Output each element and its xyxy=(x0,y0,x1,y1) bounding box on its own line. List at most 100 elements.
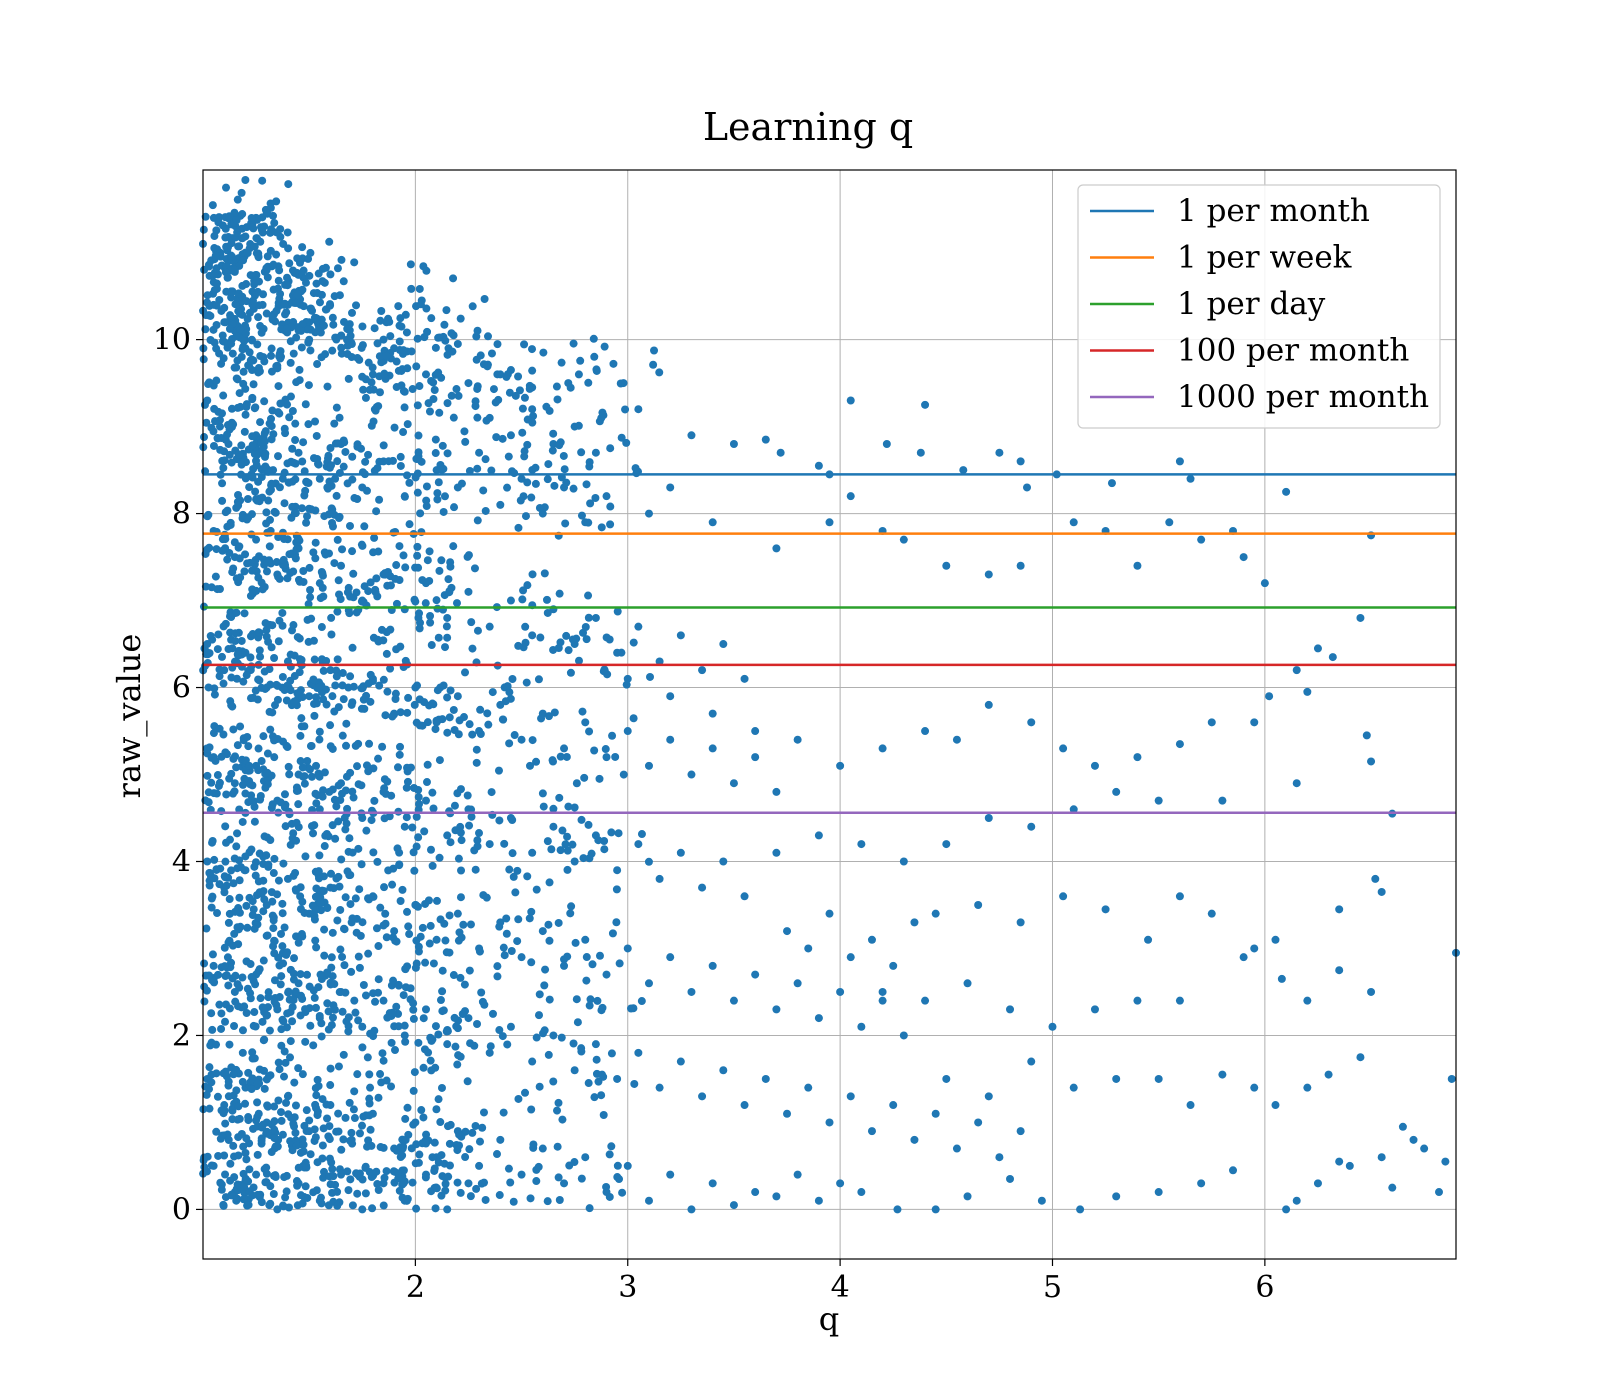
scatter-point xyxy=(353,762,362,771)
scatter-point xyxy=(687,431,696,440)
scatter-point xyxy=(358,322,367,331)
scatter-point xyxy=(325,787,334,796)
scatter-point xyxy=(328,821,337,830)
scatter-point xyxy=(571,938,580,947)
scatter-point xyxy=(322,656,331,665)
scatter-point xyxy=(1367,987,1376,996)
scatter-point xyxy=(263,252,272,261)
scatter-point xyxy=(205,649,214,658)
scatter-point xyxy=(318,792,327,801)
scatter-point xyxy=(333,607,342,616)
scatter-point xyxy=(240,774,249,783)
scatter-point xyxy=(296,970,305,979)
scatter-point xyxy=(621,405,630,414)
scatter-point xyxy=(566,383,575,392)
scatter-point xyxy=(265,419,274,428)
scatter-point xyxy=(445,807,454,816)
scatter-point xyxy=(375,681,384,690)
scatter-point xyxy=(387,1038,396,1047)
scatter-point xyxy=(423,556,432,565)
scatter-point xyxy=(581,935,590,944)
scatter-point xyxy=(222,881,231,890)
scatter-point xyxy=(412,362,421,371)
scatter-point xyxy=(252,1116,261,1125)
scatter-point xyxy=(751,970,760,979)
scatter-point xyxy=(473,626,482,635)
scatter-point xyxy=(459,713,468,722)
scatter-point xyxy=(598,1003,607,1012)
scatter-point xyxy=(558,1115,567,1124)
scatter-point xyxy=(392,599,401,608)
scatter-point xyxy=(324,1025,333,1034)
scatter-point xyxy=(539,348,548,357)
scatter-point xyxy=(319,321,328,330)
scatter-point xyxy=(443,1205,452,1214)
scatter-point xyxy=(521,512,530,521)
scatter-point xyxy=(306,742,315,751)
scatter-point xyxy=(224,981,233,990)
scatter-point xyxy=(400,1021,409,1030)
scatter-point xyxy=(333,457,342,466)
scatter-point xyxy=(889,1101,898,1110)
scatter-point xyxy=(260,452,269,461)
scatter-point xyxy=(584,378,593,387)
scatter-point xyxy=(320,951,329,960)
scatter-point xyxy=(655,874,664,883)
scatter-point xyxy=(584,613,593,622)
scatter-point xyxy=(687,770,696,779)
scatter-point xyxy=(432,896,441,905)
scatter-point xyxy=(364,949,373,958)
scatter-point xyxy=(959,466,968,475)
scatter-point xyxy=(306,585,315,594)
scatter-point xyxy=(278,899,287,908)
scatter-point xyxy=(1313,1179,1322,1188)
scatter-point xyxy=(549,1077,558,1086)
scatter-point xyxy=(1090,1005,1099,1014)
scatter-point xyxy=(585,727,594,736)
scatter-point xyxy=(836,987,845,996)
scatter-point xyxy=(209,441,218,450)
scatter-point xyxy=(543,837,552,846)
scatter-point xyxy=(380,784,389,793)
scatter-point xyxy=(269,942,278,951)
scatter-point xyxy=(426,618,435,627)
scatter-point xyxy=(372,1167,381,1176)
scatter-point xyxy=(740,892,749,901)
scatter-point xyxy=(391,1046,400,1055)
scatter-point xyxy=(304,479,313,488)
scatter-point xyxy=(252,567,261,576)
scatter-point xyxy=(634,1048,643,1057)
scatter-point xyxy=(598,1070,607,1079)
scatter-point xyxy=(510,731,519,740)
scatter-point xyxy=(436,1118,445,1127)
scatter-point xyxy=(466,920,475,929)
scatter-point xyxy=(442,306,451,315)
scatter-point xyxy=(1207,718,1216,727)
scatter-point xyxy=(804,1083,813,1092)
scatter-point xyxy=(374,754,383,763)
scatter-point xyxy=(1112,1192,1121,1201)
scatter-point xyxy=(582,480,591,489)
scatter-point xyxy=(286,650,295,659)
scatter-point xyxy=(210,338,219,347)
scatter-point xyxy=(243,984,252,993)
scatter-point xyxy=(528,848,537,857)
scatter-point xyxy=(241,410,250,419)
scatter-point xyxy=(412,842,421,851)
scatter-point xyxy=(381,711,390,720)
scatter-point xyxy=(526,761,535,770)
scatter-point xyxy=(263,273,272,282)
scatter-point xyxy=(343,350,352,359)
scatter-point xyxy=(516,496,525,505)
scatter-point xyxy=(564,802,573,811)
scatter-point xyxy=(316,899,325,908)
scatter-point xyxy=(361,991,370,1000)
scatter-point xyxy=(1282,1205,1291,1214)
scatter-point xyxy=(444,1172,453,1181)
scatter-point xyxy=(222,838,231,847)
scatter-point xyxy=(234,1151,243,1160)
scatter-point xyxy=(313,1111,322,1120)
scatter-point xyxy=(348,787,357,796)
scatter-point xyxy=(304,337,313,346)
scatter-point xyxy=(493,962,502,971)
